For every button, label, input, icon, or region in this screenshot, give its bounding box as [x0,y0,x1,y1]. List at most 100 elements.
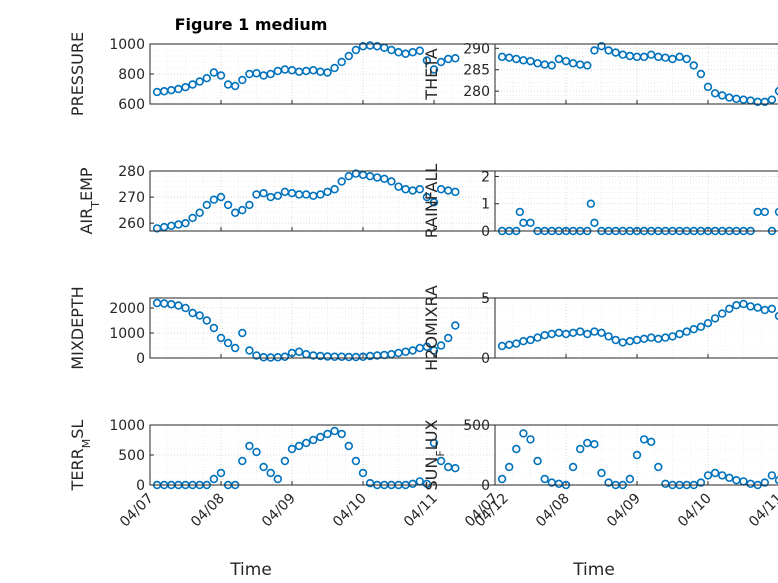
data-point [703,471,713,480]
data-point [273,191,282,200]
data-point [408,479,417,488]
data-point [188,213,197,223]
data-point [252,447,261,457]
data-point [682,54,691,64]
data-point [717,471,727,480]
data-point [444,333,453,343]
data-point [604,478,613,487]
data-point [774,476,778,485]
y-tick-label: 5 [481,291,490,307]
data-point [774,87,778,96]
y-tick-label: 600 [118,97,145,113]
y-tick-label: 270 [118,190,145,206]
data-point [344,441,353,451]
y-axis-label: PRESSURE [68,32,87,116]
data-point [515,207,525,217]
y-tick-label: 285 [463,63,490,79]
data-point [216,192,226,202]
y-tick-label: 260 [118,216,145,232]
data-point [436,57,446,67]
y-axis-label: RAINFALL [422,164,441,239]
data-point [266,468,275,478]
data-point [639,435,649,444]
y-tick-label: 280 [118,164,145,180]
x-tick-label: 04/08 [188,491,228,531]
data-point [202,316,212,325]
data-point [316,432,325,442]
data-point [710,314,720,323]
data-point [323,429,332,439]
data-point [739,299,748,309]
data-point [252,69,261,78]
x-axis-label-right: Time [572,560,615,580]
data-point [238,75,247,85]
data-point [725,473,734,482]
data-point [717,309,727,318]
x-tick-label: 04/11 [746,491,778,531]
data-point [330,185,339,194]
data-point [188,80,197,89]
data-point [639,52,649,62]
data-point [668,54,677,64]
data-point [351,45,361,55]
x-tick-label: 04/08 [533,491,573,531]
axes-frame [494,424,778,486]
axes-frame [494,43,778,105]
data-point [689,61,698,70]
data-point [195,77,204,86]
data-point [429,346,439,355]
data-point [526,435,535,444]
data-point [344,51,353,61]
figure-title: Figure 1 medium [175,15,328,34]
data-point [710,89,720,98]
data-point [394,182,403,191]
data-point [760,97,769,107]
y-tick-label: 2000 [109,301,145,317]
data-point [526,218,535,228]
data-point [497,474,507,484]
data-point [330,426,339,436]
data-point [358,468,368,478]
data-point [316,190,325,199]
data-point [512,339,521,348]
y-tick-label: 280 [463,84,490,100]
data-point [590,46,599,55]
x-tick-label: 04/10 [675,491,715,531]
y-axis-label: THETA [422,48,441,100]
data-point [767,95,777,104]
data-point [216,468,226,478]
data-point [590,218,599,228]
data-point [526,335,535,345]
data-point [703,82,713,92]
data-point [451,464,460,473]
data-point [654,462,663,472]
data-point [209,195,219,204]
y-tick-label: 0 [136,478,145,494]
y-axis-label: SUNFLUX [422,419,447,490]
data-point [597,468,606,478]
data-point [273,474,282,484]
data-point [696,322,706,331]
data-point [725,304,734,313]
data-point [429,438,439,448]
data-point [408,346,417,355]
y-tick-label: 1 [481,197,490,213]
data-point [280,456,290,466]
data-point [583,61,592,70]
y-tick-label: 1000 [109,37,145,53]
data-point [188,308,197,318]
axes-frame [494,297,778,359]
data-point [415,185,424,194]
data-point [583,329,592,339]
data-point [675,329,684,339]
data-point [526,56,535,66]
data-point [202,200,212,210]
data-point [181,82,190,92]
y-axis-label: MIXDEPTH [68,286,87,369]
data-point [646,50,656,59]
data-point [245,200,254,210]
y-tick-label: 0 [136,351,145,367]
data-point [202,73,212,83]
